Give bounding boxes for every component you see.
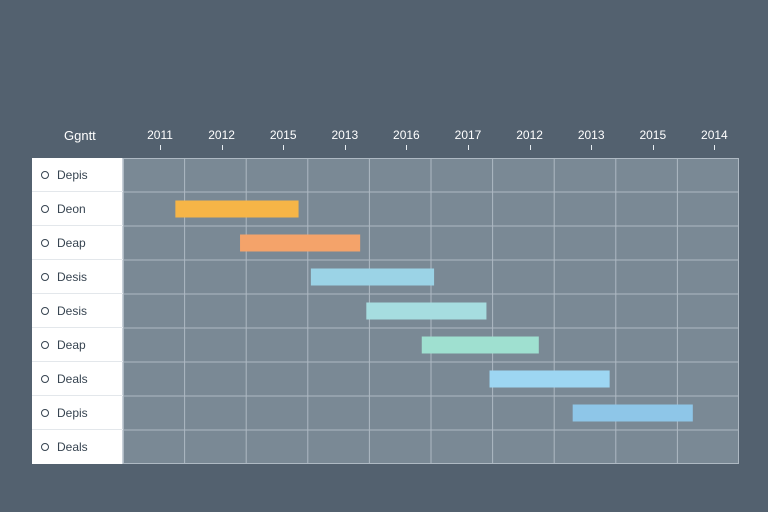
x-tick-mark (344, 145, 346, 150)
x-tick-mark (160, 145, 161, 150)
gantt-grid (123, 158, 739, 464)
x-tick-label: 2013 (577, 128, 605, 142)
gantt-bar (175, 200, 299, 218)
x-tick-label: 2017 (454, 128, 482, 142)
x-tick-mark (283, 145, 285, 150)
x-tick-label: 2015 (269, 128, 297, 142)
task-label: Depis (57, 405, 88, 420)
circle-icon (41, 204, 49, 213)
task-row-label: Desis (32, 260, 123, 294)
gantt-bar (489, 370, 610, 388)
task-row-label: Depis (32, 396, 123, 430)
gantt-bar (572, 404, 693, 422)
x-tick-mark (714, 145, 716, 150)
task-row-label: Deon (32, 192, 123, 226)
task-label: Deals (57, 440, 88, 454)
task-row-label: Depis (32, 158, 123, 192)
circle-icon (41, 238, 49, 247)
circle-icon (41, 443, 49, 451)
x-tick-mark (406, 145, 408, 150)
x-tick-mark (221, 145, 223, 150)
circle-icon (41, 272, 49, 281)
circle-icon (41, 340, 49, 349)
task-label: Depis (57, 167, 88, 182)
gantt-bar (240, 234, 361, 252)
circle-icon (41, 170, 49, 179)
gantt-bar (421, 336, 539, 354)
x-tick-mark (468, 145, 469, 150)
task-row-label: Desis (32, 294, 123, 328)
task-label: Desis (57, 269, 88, 284)
x-tick-mark (591, 145, 593, 150)
x-tick-label: 2013 (331, 128, 359, 142)
x-tick-label: 2012 (208, 128, 235, 142)
x-tick-label: 2016 (393, 128, 420, 142)
x-tick-label: 2012 (516, 128, 543, 142)
circle-icon (41, 374, 49, 383)
x-tick-mark (652, 145, 654, 150)
gantt-bar (366, 302, 487, 320)
gantt-plot (123, 158, 739, 464)
x-tick-mark (529, 145, 531, 150)
task-row-label: Deals (32, 362, 123, 396)
task-row-label: Deap (32, 328, 123, 362)
task-label: Deap (57, 235, 86, 250)
x-tick-label: 2014 (701, 128, 728, 142)
task-label: Deon (57, 201, 86, 216)
task-label: Desis (57, 303, 88, 318)
grid-border (123, 158, 739, 464)
x-tick-label: 2011 (147, 128, 173, 142)
task-label: Deap (57, 337, 86, 352)
circle-icon (41, 306, 49, 315)
task-label-column: Depis Deon Deap Desis Desis Deap Deals Depis Dea… (32, 158, 123, 464)
x-tick-label: 2015 (639, 128, 667, 142)
task-row-label: Deals (32, 430, 123, 464)
chart-title: Ggntt (64, 128, 96, 143)
task-label: Deals (57, 371, 88, 386)
task-row-label: Deap (32, 226, 123, 260)
gantt-bar (310, 268, 435, 286)
circle-icon (41, 408, 49, 417)
